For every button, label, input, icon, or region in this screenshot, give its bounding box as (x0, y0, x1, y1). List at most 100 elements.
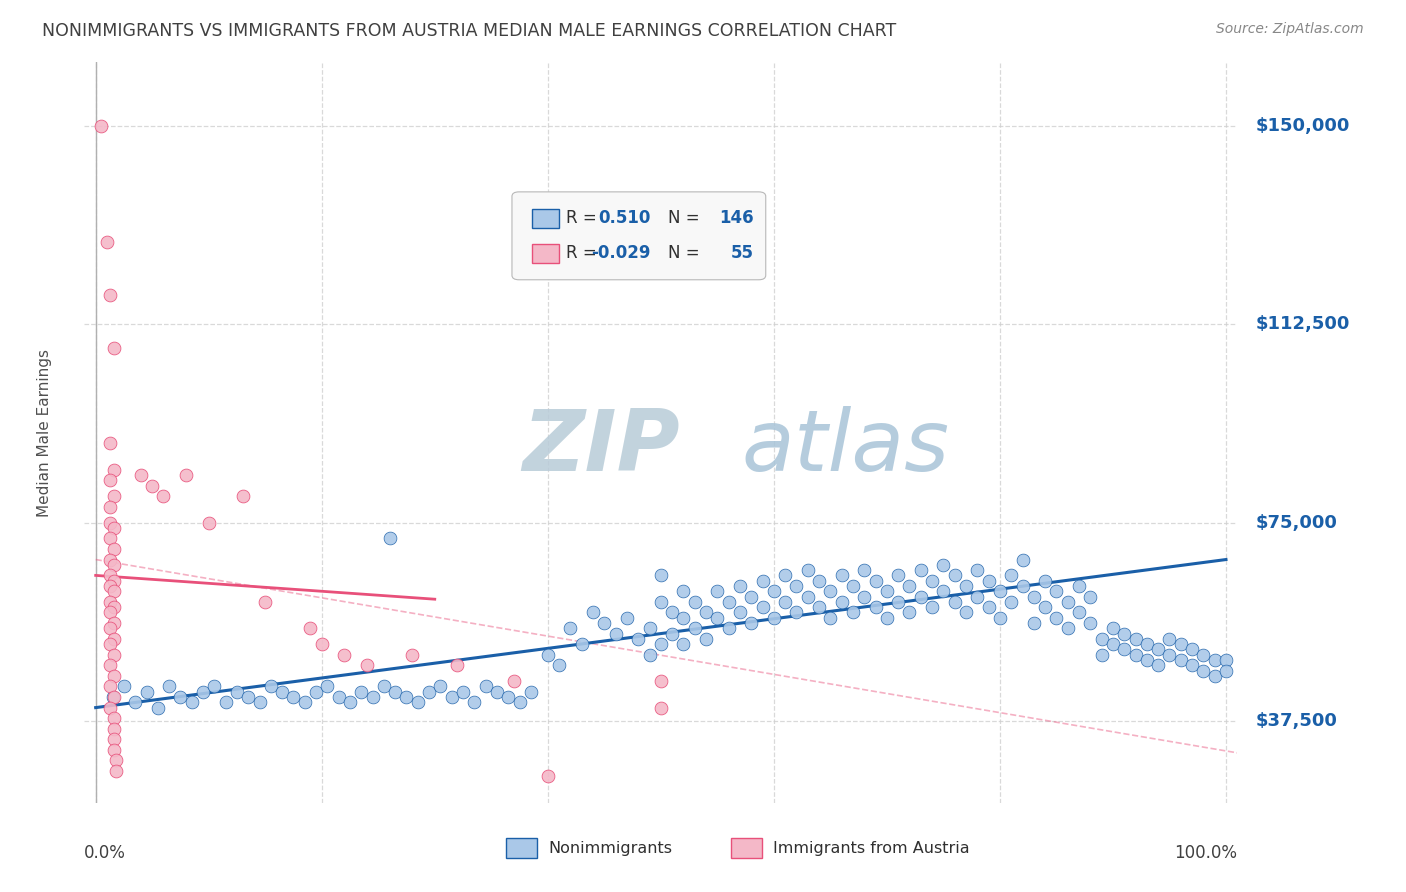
Point (853, 590, 876, 604)
Point (887, 568, 910, 582)
Point (1136, 637, 1159, 651)
Point (283, 690, 305, 704)
Point (1181, 658, 1204, 673)
Point (105, 764, 128, 778)
Point (98, 658, 121, 673)
Point (728, 606, 751, 620)
Point (560, 621, 582, 635)
Point (672, 584, 695, 599)
Point (865, 574, 887, 588)
Point (1056, 621, 1078, 635)
Point (865, 600, 887, 615)
Point (683, 621, 706, 635)
Point (429, 680, 451, 694)
Point (1000, 595, 1022, 609)
Point (977, 574, 1000, 588)
Point (1078, 590, 1101, 604)
Point (898, 606, 921, 620)
Text: N =: N = (668, 244, 699, 262)
Text: -0.029: -0.029 (592, 244, 651, 262)
Point (605, 626, 627, 640)
Point (226, 685, 249, 699)
Point (638, 621, 661, 635)
Text: ZIP: ZIP (523, 406, 681, 489)
Text: Immigrants from Austria: Immigrants from Austria (773, 841, 970, 855)
Point (1181, 642, 1204, 657)
Point (271, 685, 294, 699)
Point (485, 685, 508, 699)
Point (1159, 632, 1181, 646)
Point (98, 500, 121, 514)
Point (808, 574, 831, 588)
Text: atlas: atlas (741, 406, 949, 489)
Point (1159, 648, 1181, 662)
Point (1204, 669, 1226, 683)
Point (650, 637, 672, 651)
Point (966, 563, 988, 577)
Point (1022, 615, 1045, 630)
Text: Median Male Earnings: Median Male Earnings (37, 349, 52, 516)
Point (717, 621, 740, 635)
Point (135, 685, 157, 699)
Point (169, 690, 191, 704)
Point (238, 690, 260, 704)
Point (1125, 632, 1147, 646)
Point (966, 590, 988, 604)
Point (717, 595, 740, 609)
Point (197, 516, 219, 530)
Point (706, 611, 728, 625)
Point (921, 600, 943, 615)
Point (762, 584, 785, 599)
Point (191, 685, 214, 699)
Point (571, 637, 593, 651)
Point (339, 695, 361, 709)
Point (496, 690, 519, 704)
Point (1147, 658, 1170, 673)
Point (853, 563, 876, 577)
Point (90, 119, 112, 133)
Point (751, 574, 773, 588)
Point (502, 674, 524, 689)
Point (672, 611, 695, 625)
Point (103, 341, 125, 355)
Point (1022, 590, 1045, 604)
Point (356, 658, 378, 673)
Point (451, 685, 474, 699)
Point (146, 700, 169, 714)
Point (446, 658, 468, 673)
Point (98, 473, 121, 487)
Point (1192, 664, 1215, 678)
Point (103, 462, 125, 476)
Point (463, 695, 485, 709)
Point (842, 606, 865, 620)
Point (1215, 653, 1237, 667)
Text: 100.0%: 100.0% (1174, 844, 1237, 862)
Point (1067, 606, 1090, 620)
Point (101, 690, 124, 704)
Point (650, 674, 672, 689)
Point (1136, 653, 1159, 667)
Point (1091, 632, 1114, 646)
Point (762, 611, 785, 625)
Point (96, 235, 118, 250)
Point (548, 658, 571, 673)
Point (661, 626, 683, 640)
Point (311, 637, 333, 651)
Text: R =: R = (565, 210, 602, 227)
Text: Nonimmigrants: Nonimmigrants (548, 841, 672, 855)
Point (616, 611, 638, 625)
Point (638, 648, 661, 662)
Point (103, 722, 125, 736)
Point (384, 685, 406, 699)
Point (103, 574, 125, 588)
Point (103, 541, 125, 556)
Text: $75,000: $75,000 (1256, 514, 1337, 532)
Point (876, 584, 898, 599)
Point (1033, 574, 1056, 588)
Point (1045, 611, 1067, 625)
Point (98, 680, 121, 694)
Point (328, 690, 350, 704)
Text: 0.0%: 0.0% (84, 844, 127, 862)
Point (98, 595, 121, 609)
Point (305, 685, 328, 699)
